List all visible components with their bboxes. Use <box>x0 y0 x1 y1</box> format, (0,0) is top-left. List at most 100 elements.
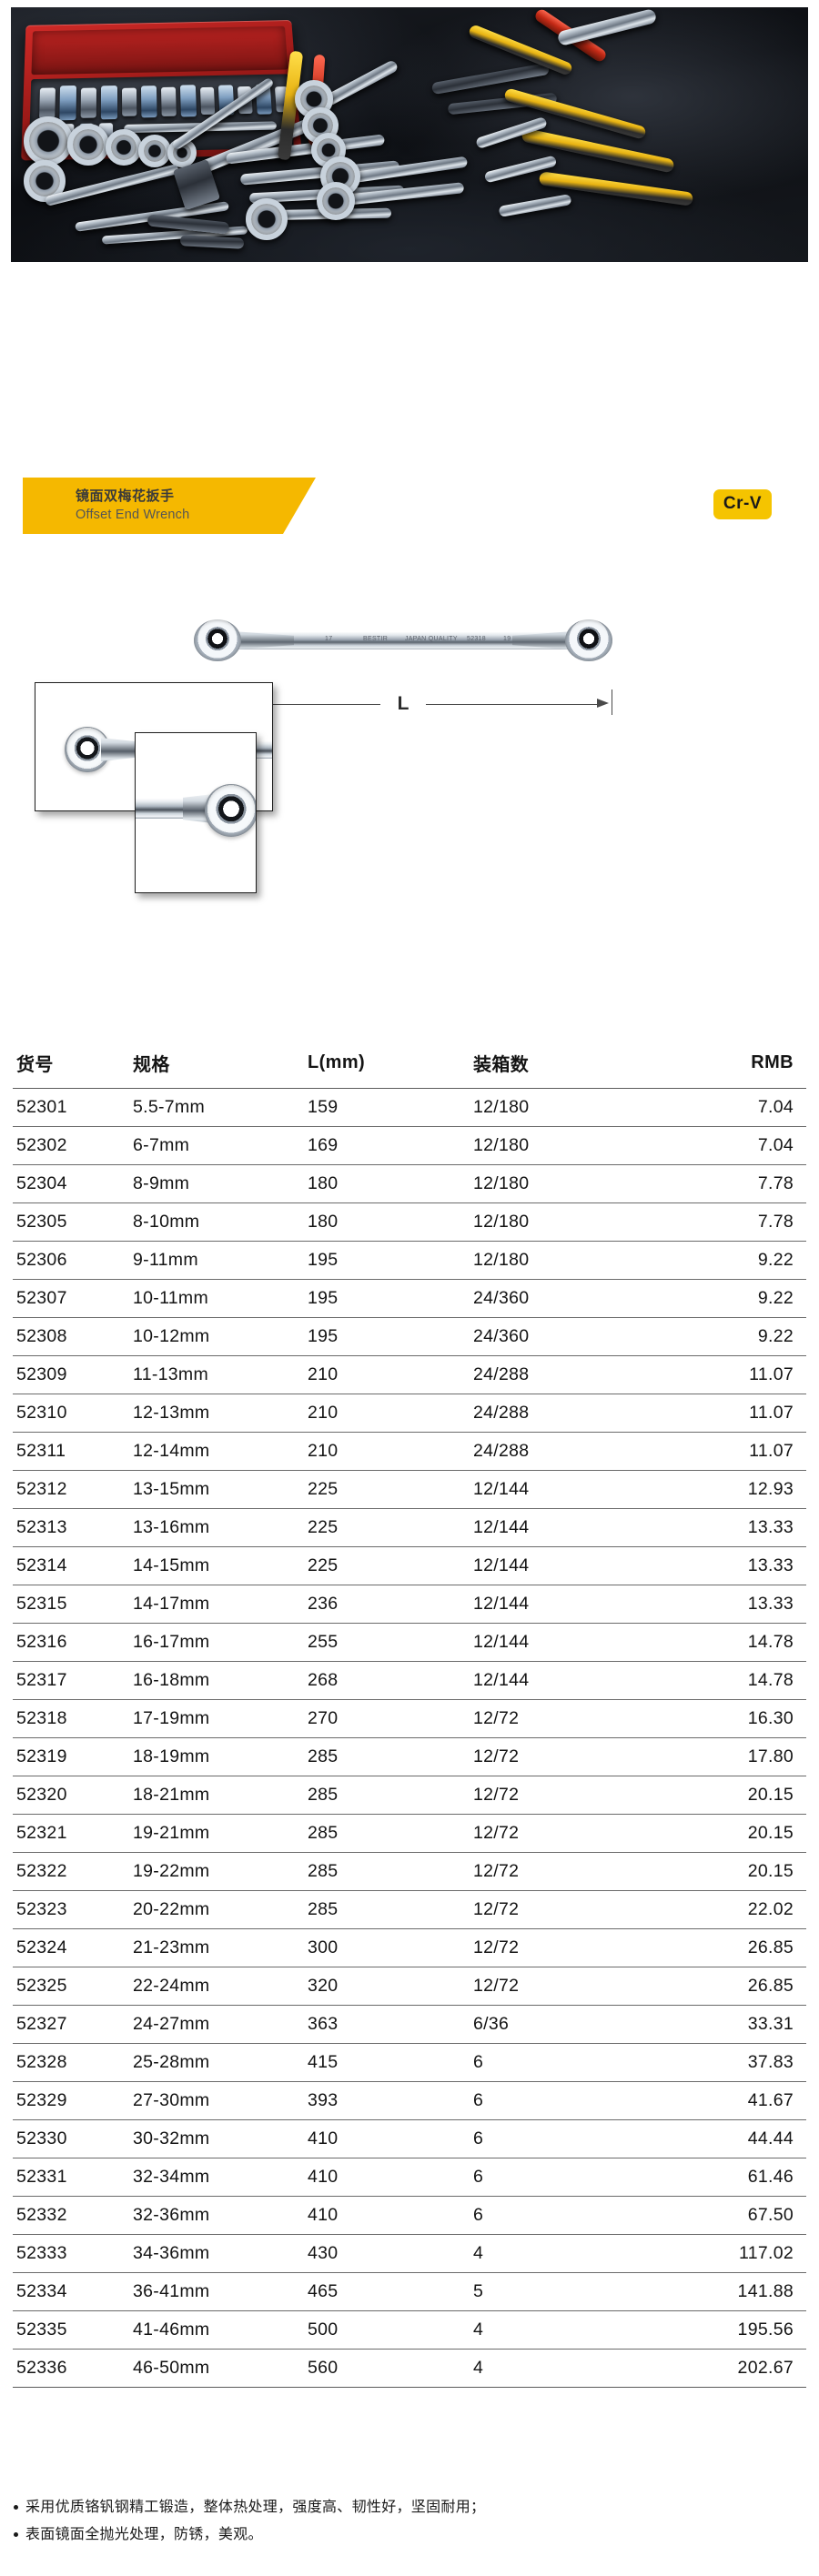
cell-price: 13.33 <box>646 1546 806 1585</box>
cell-price: 26.85 <box>646 1928 806 1967</box>
impact-socket <box>24 116 73 166</box>
dimension-rule-left <box>209 704 380 706</box>
cell-item-no: 52330 <box>13 2119 133 2158</box>
cell-price: 7.04 <box>757 1097 794 1117</box>
wrench-brand-stamp: BESTIR <box>363 636 389 642</box>
cell-item-no: 52332 <box>13 2196 133 2235</box>
cell-length: 159 <box>308 1097 339 1117</box>
table-row: 52305 8-10mm 180 12/180 7.78 <box>13 1202 806 1242</box>
cell-packing: 12/180 <box>473 1241 646 1280</box>
table-body: 52301 5.5-7mm 159 12/180 7.04 52302 6-7mm 169 12… <box>13 1089 806 2388</box>
table-row: 52307 10-11mm 195 24/360 9.22 <box>13 1279 806 1318</box>
cell-item-no: 52331 <box>13 2158 133 2197</box>
cell-price: 44.44 <box>646 2119 806 2158</box>
cell-length: 393 <box>308 2081 473 2120</box>
cell-size: 18-21mm <box>133 1776 308 1815</box>
table-row: 52309 11-13mm 210 24/288 11.07 <box>13 1355 806 1394</box>
cell-length: 195 <box>308 1279 473 1318</box>
table-row: 52316 16-17mm 255 12/144 14.78 <box>13 1623 806 1662</box>
impact-socket <box>138 135 171 167</box>
cell-packing: 4 <box>473 2234 646 2273</box>
arrow-right-icon <box>597 699 609 708</box>
table-row: 52329 27-30mm 393 6 41.67 <box>13 2081 806 2120</box>
table-row: 52328 25-28mm 415 6 37.83 <box>13 2043 806 2082</box>
cell-packing: 12/144 <box>473 1585 646 1624</box>
cell-price: 9.22 <box>646 1279 806 1318</box>
cell-packing: 12/72 <box>473 1737 646 1776</box>
feature-notes: 采用优质铬钒钢精工锻造，整体热处理，强度高、韧性好，坚固耐用； 表面镜面全抛光处… <box>13 2494 806 2548</box>
table-row: 52325 22-24mm 320 12/72 26.85 <box>13 1967 806 2006</box>
cell-length: 285 <box>308 1737 473 1776</box>
column-header-item-no: 货号 <box>13 1046 133 1089</box>
cell-size: 30-32mm <box>133 2119 308 2158</box>
cell-packing: 6/36 <box>473 2005 646 2044</box>
cell-length: 180 <box>308 1164 473 1203</box>
cell-packing: 12/180 <box>473 1126 646 1165</box>
cell-packing: 6 <box>473 2043 646 2082</box>
cell-item-no: 52325 <box>13 1967 133 2006</box>
cell-price: 11.07 <box>646 1394 806 1433</box>
cell-price: 67.50 <box>646 2196 806 2235</box>
table-row: 52333 34-36mm 430 4 117.02 <box>13 2234 806 2273</box>
cell-size: 36-41mm <box>133 2272 308 2311</box>
cell-item-no: 52306 <box>13 1241 133 1280</box>
wrench-ring-end <box>317 182 355 220</box>
cell-size: 41-46mm <box>133 2310 308 2350</box>
cell-size: 20-22mm <box>133 1890 308 1929</box>
cell-length: 320 <box>308 1967 473 2006</box>
cell-packing: 12/72 <box>473 1699 646 1738</box>
cell-packing: 12/144 <box>473 1470 646 1509</box>
cell-length: 225 <box>308 1508 473 1547</box>
impact-socket <box>67 124 109 166</box>
cell-item-no: 52323 <box>13 1890 133 1929</box>
cell-price: 33.31 <box>646 2005 806 2044</box>
cell-size: 16-18mm <box>133 1661 308 1700</box>
hero-product-photo <box>11 7 808 262</box>
table-row: 52310 12-13mm 210 24/288 11.07 <box>13 1394 806 1433</box>
table-row: 52304 8-9mm 180 12/180 7.78 <box>13 1164 806 1203</box>
cell-packing: 5 <box>473 2272 646 2311</box>
specification-table-wrapper: 货号 规格 L(mm) 装箱数 RMB 52301 5.5-7mm 159 12/18… <box>13 1046 806 2388</box>
table-row: 52301 5.5-7mm 159 12/180 7.04 <box>13 1089 806 1127</box>
cell-price: 117.02 <box>646 2234 806 2273</box>
socket <box>39 87 56 119</box>
cell-price: 7.78 <box>646 1202 806 1242</box>
cell-price: 7.78 <box>646 1164 806 1203</box>
cell-item-no: 52321 <box>13 1814 133 1853</box>
cell-size: 10-11mm <box>133 1279 308 1318</box>
cell-item-no: 52320 <box>13 1776 133 1815</box>
cell-length: 415 <box>308 2043 473 2082</box>
cell-price: 20.15 <box>646 1852 806 1891</box>
cell-size: 10-12mm <box>133 1317 308 1356</box>
table-row: 52323 20-22mm 285 12/72 22.02 <box>13 1890 806 1929</box>
cell-size: 12-13mm <box>133 1394 308 1433</box>
dimension-rule-right <box>426 704 597 706</box>
cell-item-no: 52304 <box>13 1164 133 1203</box>
cell-price: 17.80 <box>646 1737 806 1776</box>
cell-item-no: 52322 <box>13 1852 133 1891</box>
cell-packing: 24/288 <box>473 1355 646 1394</box>
cell-length: 285 <box>308 1776 473 1815</box>
cell-size: 32-34mm <box>133 2158 308 2197</box>
cell-length: 210 <box>308 1432 473 1471</box>
cell-size: 25-28mm <box>133 2043 308 2082</box>
socket <box>199 86 216 116</box>
cell-size: 16-17mm <box>133 1623 308 1662</box>
table-row: 52331 32-34mm 410 6 61.46 <box>13 2158 806 2197</box>
cell-packing: 12/144 <box>473 1623 646 1662</box>
cell-length: 560 <box>308 2349 473 2388</box>
cell-size: 6-7mm <box>133 1126 308 1165</box>
cell-item-no: 52311 <box>13 1432 133 1471</box>
product-title-banner: 镜面双梅花扳手 Offset End Wrench Cr-V <box>0 478 819 541</box>
cell-item-no: 52301 <box>16 1097 67 1117</box>
cell-item-no: 52318 <box>13 1699 133 1738</box>
cell-price: 11.07 <box>646 1355 806 1394</box>
cell-packing: 6 <box>473 2158 646 2197</box>
cell-item-no: 52313 <box>13 1508 133 1547</box>
cell-packing: 24/288 <box>473 1394 646 1433</box>
cell-item-no: 52316 <box>13 1623 133 1662</box>
cell-size: 11-13mm <box>133 1355 308 1394</box>
cell-size: 21-23mm <box>133 1928 308 1967</box>
cell-item-no: 52336 <box>13 2349 133 2388</box>
table-row: 52308 10-12mm 195 24/360 9.22 <box>13 1317 806 1356</box>
